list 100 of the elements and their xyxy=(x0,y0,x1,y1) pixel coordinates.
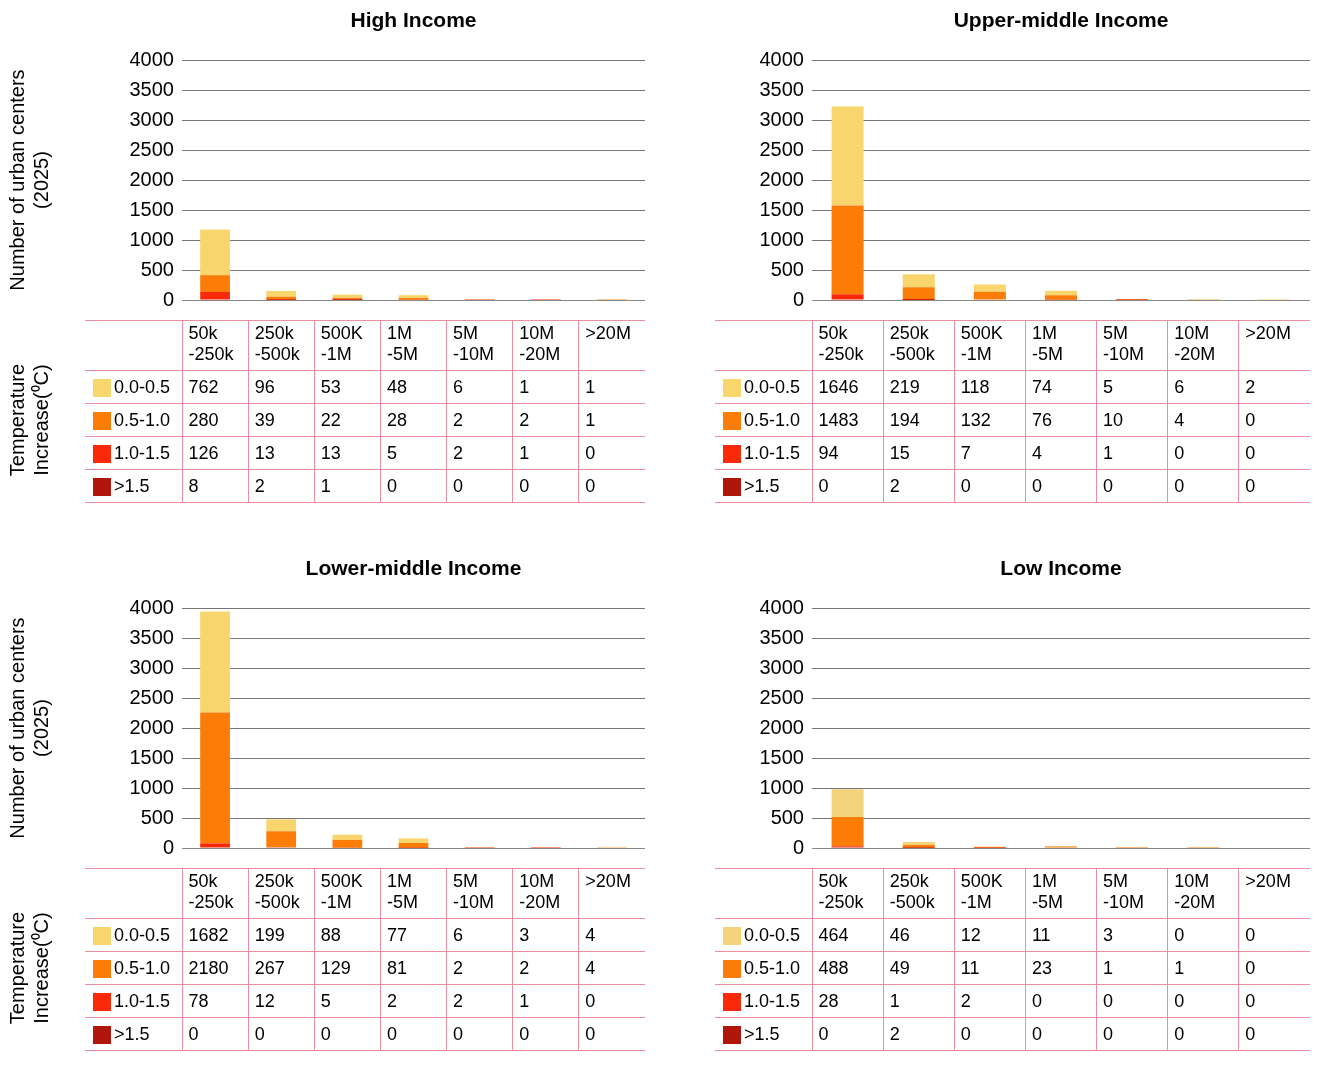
data-label: 2 xyxy=(512,951,579,985)
data-label: 12 xyxy=(954,918,1026,952)
bar xyxy=(200,275,230,292)
data-label: 48 xyxy=(380,370,447,404)
data-label: 0 xyxy=(1167,469,1239,503)
category-label: 500K -1M xyxy=(320,323,363,364)
data-label: 10 xyxy=(1096,403,1168,437)
chart-title: Upper-middle Income xyxy=(952,7,1170,33)
category-label: 10M -20M xyxy=(519,323,561,364)
data-label: 6 xyxy=(446,918,513,952)
y-tick-label: 2500 xyxy=(129,685,174,708)
data-label: 0 xyxy=(1167,1017,1239,1051)
data-label: 1 xyxy=(512,370,579,404)
bar xyxy=(332,834,363,840)
category-label: >20M xyxy=(585,871,631,891)
y-tick-label: 2000 xyxy=(759,167,804,190)
legend-label: 0.0-0.5 xyxy=(744,377,801,397)
legend-title: Temperature Increase(⁰C) xyxy=(4,362,53,479)
y-tick-label: 1500 xyxy=(759,745,804,768)
data-label: 28 xyxy=(380,403,447,437)
data-label: 39 xyxy=(248,403,315,437)
category-label: 250k -500k xyxy=(889,871,935,912)
y-tick-label: 500 xyxy=(770,257,804,280)
data-label: 129 xyxy=(314,951,381,985)
y-tick-label: 3000 xyxy=(759,107,804,130)
data-label: 94 xyxy=(812,436,884,470)
y-tick-label: 1500 xyxy=(759,197,804,220)
data-label: 0 xyxy=(1238,1017,1310,1051)
data-label: 1 xyxy=(883,984,955,1018)
bar xyxy=(200,611,230,713)
legend-label: 1.0-1.5 xyxy=(114,991,171,1011)
y-tick-label: 2500 xyxy=(759,137,804,160)
data-label: 1 xyxy=(512,984,579,1018)
y-tick-label: 1000 xyxy=(759,775,804,798)
data-label: 12 xyxy=(248,984,315,1018)
bar xyxy=(398,838,429,844)
data-label: 1 xyxy=(1167,951,1239,985)
bar xyxy=(902,274,935,288)
bar xyxy=(332,839,363,848)
data-label: 2 xyxy=(446,951,513,985)
legend-label: >1.5 xyxy=(114,476,150,496)
y-tick-label: 1000 xyxy=(129,227,174,250)
data-label: 3 xyxy=(1096,918,1168,952)
data-label: 13 xyxy=(314,436,381,470)
y-tick-label: 4000 xyxy=(129,47,174,70)
y-tick-label: 500 xyxy=(140,805,174,828)
data-label: 0 xyxy=(314,1017,381,1051)
data-label: 280 xyxy=(182,403,249,437)
data-label: 267 xyxy=(248,951,315,985)
data-label: 0 xyxy=(1167,984,1239,1018)
legend-label: >1.5 xyxy=(744,476,780,496)
data-label: 0 xyxy=(954,1017,1026,1051)
data-label: 1483 xyxy=(812,403,884,437)
data-label: 96 xyxy=(248,370,315,404)
legend-label: 1.0-1.5 xyxy=(744,991,801,1011)
y-tick-label: 3000 xyxy=(129,107,174,130)
category-label: 50k -250k xyxy=(818,871,864,912)
data-label: 3 xyxy=(512,918,579,952)
data-label: 0 xyxy=(1238,918,1310,952)
data-label: 5 xyxy=(1096,370,1168,404)
y-tick-label: 2000 xyxy=(759,715,804,738)
category-label: >20M xyxy=(1245,323,1291,343)
data-label: 1 xyxy=(578,403,645,437)
data-label: 0 xyxy=(1025,1017,1097,1051)
data-label: 1 xyxy=(512,436,579,470)
bar xyxy=(266,831,297,848)
y-tick-label: 0 xyxy=(792,835,804,858)
data-label: 0 xyxy=(380,1017,447,1051)
legend-label: 0.5-1.0 xyxy=(744,410,801,430)
bar xyxy=(200,712,230,844)
y-axis-title: Number of urban centers (2025) xyxy=(4,68,53,293)
y-tick-label: 3500 xyxy=(129,77,174,100)
y-tick-label: 3500 xyxy=(129,625,174,648)
data-label: 0 xyxy=(1025,984,1097,1018)
chart-title: High Income xyxy=(349,7,478,33)
data-label: 88 xyxy=(314,918,381,952)
data-label: 4 xyxy=(578,951,645,985)
data-label: 2 xyxy=(446,403,513,437)
data-label: 0 xyxy=(512,1017,579,1051)
y-tick-label: 500 xyxy=(770,805,804,828)
data-label: 132 xyxy=(954,403,1026,437)
chart-title: Low Income xyxy=(999,555,1123,581)
data-label: 1 xyxy=(314,469,381,503)
y-tick-label: 0 xyxy=(792,287,804,310)
data-label: 2 xyxy=(446,984,513,1018)
data-label: 1 xyxy=(578,370,645,404)
y-tick-label: 4000 xyxy=(759,595,804,618)
data-label: 28 xyxy=(812,984,884,1018)
data-label: 762 xyxy=(182,370,249,404)
data-label: 2 xyxy=(248,469,315,503)
category-label: 10M -20M xyxy=(519,871,561,912)
data-label: 15 xyxy=(883,436,955,470)
data-label: 0 xyxy=(1025,469,1097,503)
bar xyxy=(902,287,935,299)
category-label: >20M xyxy=(585,323,631,343)
bar xyxy=(266,819,297,832)
data-label: 11 xyxy=(1025,918,1097,952)
data-label: 1 xyxy=(1096,951,1168,985)
y-tick-label: 0 xyxy=(162,835,174,858)
y-tick-label: 1000 xyxy=(129,775,174,798)
